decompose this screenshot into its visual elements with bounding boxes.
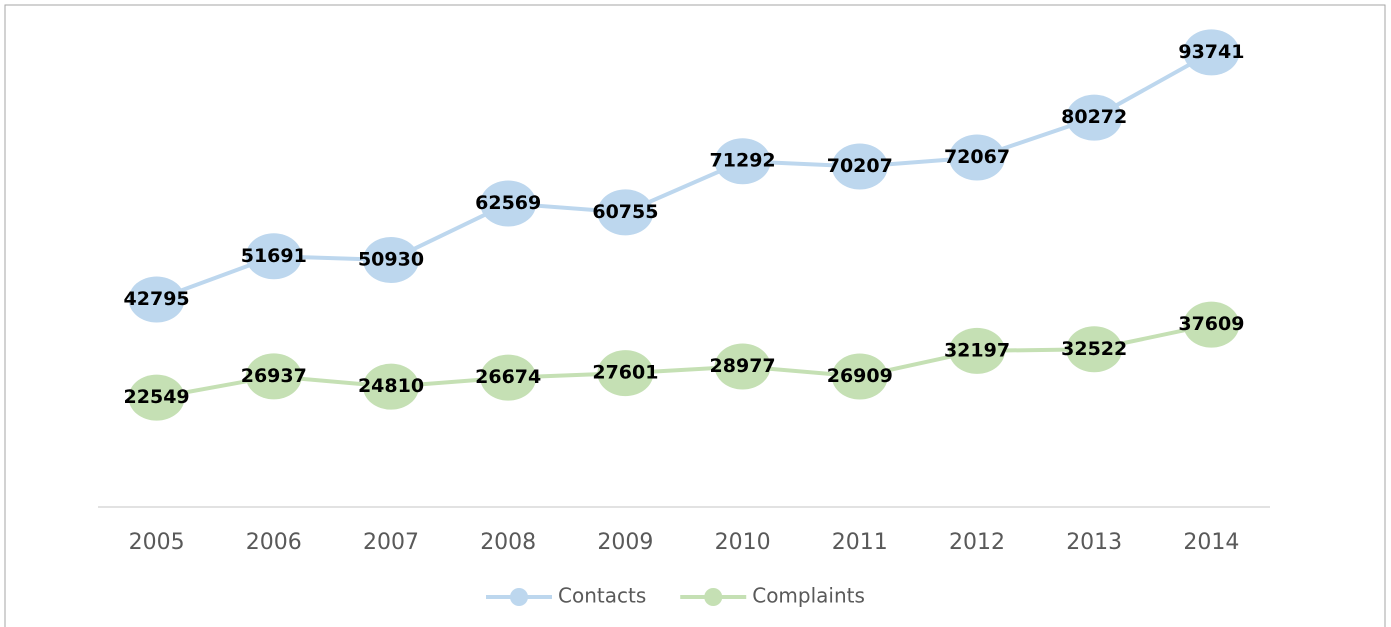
marker bbox=[363, 363, 419, 410]
data-label: 27601 bbox=[592, 362, 658, 384]
x-tick-label: 2014 bbox=[1183, 530, 1239, 555]
marker bbox=[128, 276, 185, 323]
data-label: 32522 bbox=[1061, 338, 1127, 360]
marker bbox=[1183, 29, 1240, 76]
data-label: 28977 bbox=[710, 355, 776, 377]
data-label: 24810 bbox=[358, 375, 424, 397]
marker bbox=[714, 138, 771, 185]
data-label: 70207 bbox=[827, 155, 893, 177]
marker bbox=[714, 343, 771, 390]
marker bbox=[363, 236, 419, 283]
data-label: 80272 bbox=[1061, 106, 1127, 128]
legend-label: Complaints bbox=[752, 584, 865, 608]
marker bbox=[949, 134, 1005, 181]
x-tick-label: 2010 bbox=[715, 530, 771, 555]
marker bbox=[245, 233, 302, 280]
data-label: 51691 bbox=[241, 245, 307, 267]
x-tick-label: 2008 bbox=[480, 530, 536, 555]
marker bbox=[480, 180, 537, 227]
x-tick-label: 2007 bbox=[363, 530, 419, 555]
data-label: 50930 bbox=[358, 248, 424, 270]
marker bbox=[831, 353, 888, 400]
data-label: 60755 bbox=[592, 201, 658, 223]
marker bbox=[1066, 94, 1123, 141]
data-label: 62569 bbox=[475, 192, 541, 214]
data-label: 93741 bbox=[1178, 41, 1244, 63]
data-label: 42795 bbox=[124, 288, 190, 310]
series-line bbox=[156, 322, 1212, 400]
x-tick-label: 2012 bbox=[949, 530, 1005, 555]
data-label: 26937 bbox=[241, 365, 307, 387]
data-label: 37609 bbox=[1178, 313, 1244, 335]
data-label: 26674 bbox=[475, 366, 541, 388]
series-line bbox=[155, 50, 1213, 302]
data-label: 72067 bbox=[944, 146, 1010, 168]
marker bbox=[1066, 326, 1123, 373]
x-tick-label: 2006 bbox=[246, 530, 302, 555]
marker bbox=[597, 189, 654, 236]
legend-label: Contacts bbox=[558, 584, 646, 608]
data-label: 32197 bbox=[944, 339, 1010, 361]
marker bbox=[831, 143, 888, 190]
x-tick-label: 2005 bbox=[129, 530, 185, 555]
marker bbox=[245, 353, 302, 400]
x-tick-label: 2013 bbox=[1066, 530, 1122, 555]
x-tick-label: 2009 bbox=[597, 530, 653, 555]
data-label: 71292 bbox=[710, 150, 776, 172]
legend-marker bbox=[704, 588, 723, 606]
marker bbox=[480, 354, 537, 401]
data-label: 22549 bbox=[124, 386, 190, 408]
chart-frame bbox=[4, 4, 1386, 627]
x-tick-label: 2011 bbox=[832, 530, 888, 555]
marker bbox=[949, 327, 1005, 374]
data-label: 26909 bbox=[827, 365, 893, 387]
marker bbox=[128, 374, 185, 421]
marker bbox=[1183, 301, 1240, 348]
marker bbox=[597, 350, 654, 397]
legend-marker bbox=[510, 588, 528, 606]
